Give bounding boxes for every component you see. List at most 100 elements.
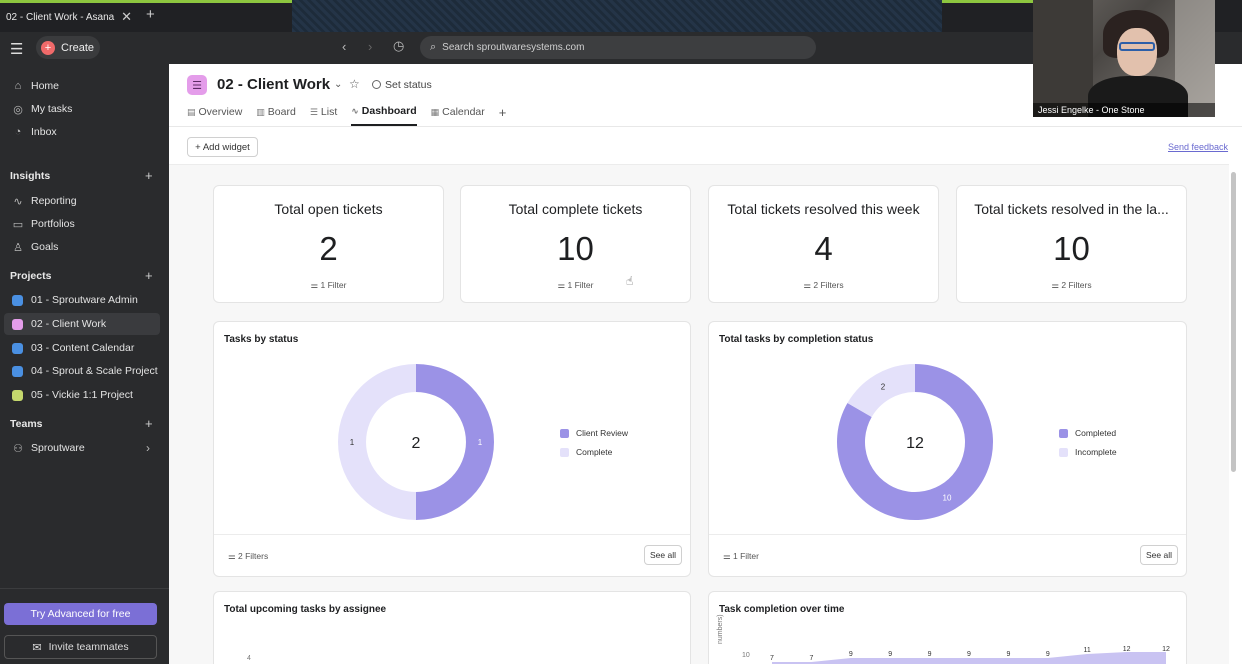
slice-value-label: 1 (478, 438, 483, 447)
sidebar-item-label: Inbox (31, 126, 57, 138)
project-tabs: ▤ Overview ▥ Board ☰ List ∿ Dashboard ▦ Calen… (187, 104, 520, 126)
project-color-dot (12, 342, 23, 354)
chevron-down-icon[interactable]: ⌄ (334, 79, 343, 90)
kpi-card-resolved-week[interactable]: Total tickets resolved this week 4 ⚌ 2 F… (708, 185, 939, 303)
sidebar-project-01[interactable]: 01 - Sproutware Admin (4, 289, 160, 311)
sidebar-team-sproutware[interactable]: ⚇ Sproutware (4, 437, 160, 459)
chart-title: Total tasks by completion status (719, 334, 874, 345)
sidebar-item-inbox[interactable]: ◔ Inbox (4, 121, 160, 143)
create-label: Create (61, 41, 95, 54)
tab-dashboard[interactable]: ∿ Dashboard (351, 104, 417, 126)
forward-arrow-icon[interactable]: › (368, 39, 373, 54)
data-point-label: 9 (967, 651, 971, 658)
new-tab-icon[interactable]: + (146, 6, 155, 23)
sidebar-item-goals[interactable]: ♙ Goals (4, 236, 160, 258)
star-icon[interactable]: ☆ (349, 77, 360, 91)
sidebar-item-label: Goals (31, 241, 59, 253)
legend-item[interactable]: Completed (1059, 428, 1117, 438)
try-advanced-button[interactable]: Try Advanced for free (4, 603, 157, 625)
sidebar-item-home[interactable]: ⌂ Home (4, 75, 160, 97)
data-point-label: 9 (888, 651, 892, 658)
sidebar-project-05[interactable]: 05 - Vickie 1:1 Project (4, 384, 160, 406)
sidebar-project-02[interactable]: 02 - Client Work (4, 313, 160, 335)
project-color-dot (12, 294, 23, 306)
tab-calendar[interactable]: ▦ Calendar (431, 104, 485, 126)
sidebar-item-label: 01 - Sproutware Admin (31, 294, 138, 306)
add-project-icon[interactable]: + (145, 268, 153, 283)
mail-icon: ✉ (32, 641, 42, 654)
completion-area-chart: 7 7 9 9 9 9 9 9 11 12 12 (770, 646, 1170, 664)
tab-accent (0, 0, 340, 3)
send-feedback-link[interactable]: Send feedback (1168, 142, 1229, 152)
search-input[interactable]: ⌕ Search sproutwaresystems.com (420, 36, 816, 59)
project-list-icon: ☰ (187, 75, 207, 95)
tab-overview[interactable]: ▤ Overview (187, 104, 242, 126)
add-insight-icon[interactable]: + (145, 168, 153, 183)
legend-swatch (560, 428, 569, 438)
donut-center-total: 2 (412, 435, 421, 452)
donut-slice-completed[interactable] (837, 364, 993, 520)
create-button[interactable]: + Create (36, 36, 100, 59)
kpi-filter[interactable]: ⚌ 1 Filter (214, 280, 443, 291)
folder-icon: ▭ (12, 218, 24, 231)
history-icon[interactable]: ◷ (393, 38, 405, 53)
browser-tab[interactable]: 02 - Client Work - Asana ✕ (0, 3, 140, 32)
tasks-by-status-donut: 1 1 2 (338, 364, 494, 520)
card-filter[interactable]: ⚌ 2 Filters (228, 551, 268, 562)
data-point-label: 11 (1084, 647, 1091, 654)
tab-label: Overview (198, 106, 243, 118)
data-point-label: 12 (1162, 646, 1170, 653)
tab-divider (169, 126, 1242, 127)
kpi-card-complete-tickets[interactable]: Total complete tickets 10 ⚌ 1 Filter ☝ (460, 185, 691, 303)
close-tab-icon[interactable]: ✕ (121, 9, 132, 24)
tab-list[interactable]: ☰ List (310, 104, 337, 126)
board-icon: ▥ (256, 106, 265, 117)
legend-item[interactable]: Incomplete (1059, 447, 1117, 457)
see-all-button[interactable]: See all (1140, 545, 1178, 565)
donut-slice-complete[interactable] (338, 364, 416, 520)
teams-heading: Teams (10, 418, 43, 430)
donut-slice-incomplete[interactable] (847, 364, 915, 417)
reporting-icon: ∿ (13, 195, 23, 208)
sidebar-item-my-tasks[interactable]: ◎ My tasks (4, 98, 160, 120)
menu-icon[interactable]: ☰ (10, 41, 24, 58)
legend-item[interactable]: Complete (560, 447, 628, 457)
project-color-dot (12, 365, 23, 377)
tab-label: List (320, 106, 338, 118)
legend-swatch (560, 447, 569, 457)
tab-label: Board (267, 106, 296, 118)
sidebar-project-03[interactable]: 03 - Content Calendar (4, 337, 160, 359)
card-footer-divider (709, 534, 1186, 535)
tab-board[interactable]: ▥ Board (256, 104, 296, 126)
sidebar-item-portfolios[interactable]: ▭ Portfolios (4, 213, 160, 235)
legend-swatch (1059, 447, 1068, 457)
dashboard-scrollbar[interactable] (1231, 172, 1236, 472)
card-footer-divider (214, 534, 690, 535)
sidebar-item-reporting[interactable]: ∿ Reporting (4, 190, 160, 212)
kpi-title: Total open tickets (274, 201, 383, 217)
kpi-filter[interactable]: ⚌ 2 Filters (957, 280, 1186, 291)
add-team-icon[interactable]: + (145, 416, 153, 431)
kpi-filter[interactable]: ⚌ 1 Filter (461, 280, 690, 291)
donut-slice-client-review[interactable] (416, 364, 494, 520)
set-status-button[interactable]: Set status (372, 79, 432, 91)
card-filter[interactable]: ⚌ 1 Filter (723, 551, 759, 562)
kpi-value: 10 (1053, 230, 1090, 267)
donut-legend: Client Review Complete (560, 428, 628, 466)
status-circle-icon (372, 80, 381, 89)
see-all-button[interactable]: See all (644, 545, 682, 565)
upcoming-tasks-card: Total upcoming tasks by assignee 4 (213, 591, 691, 664)
kpi-card-open-tickets[interactable]: Total open tickets 2 ⚌ 1 Filter (213, 185, 444, 303)
invite-teammates-button[interactable]: ✉ Invite teammates (4, 635, 157, 659)
add-widget-button[interactable]: + Add widget (187, 137, 258, 157)
legend-item[interactable]: Client Review (560, 428, 628, 438)
slice-value-label: 1 (350, 438, 355, 447)
kpi-card-resolved-last[interactable]: Total tickets resolved in the la... 10 ⚌… (956, 185, 1187, 303)
overview-icon: ▤ (187, 106, 196, 117)
add-tab-icon[interactable]: + (498, 104, 507, 120)
chevron-right-icon[interactable]: › (146, 441, 150, 455)
kpi-filter[interactable]: ⚌ 2 Filters (709, 280, 938, 291)
sidebar-project-04[interactable]: 04 - Sprout & Scale Project (4, 360, 160, 382)
data-point-label: 9 (928, 651, 932, 658)
back-arrow-icon[interactable]: ‹ (342, 39, 347, 54)
